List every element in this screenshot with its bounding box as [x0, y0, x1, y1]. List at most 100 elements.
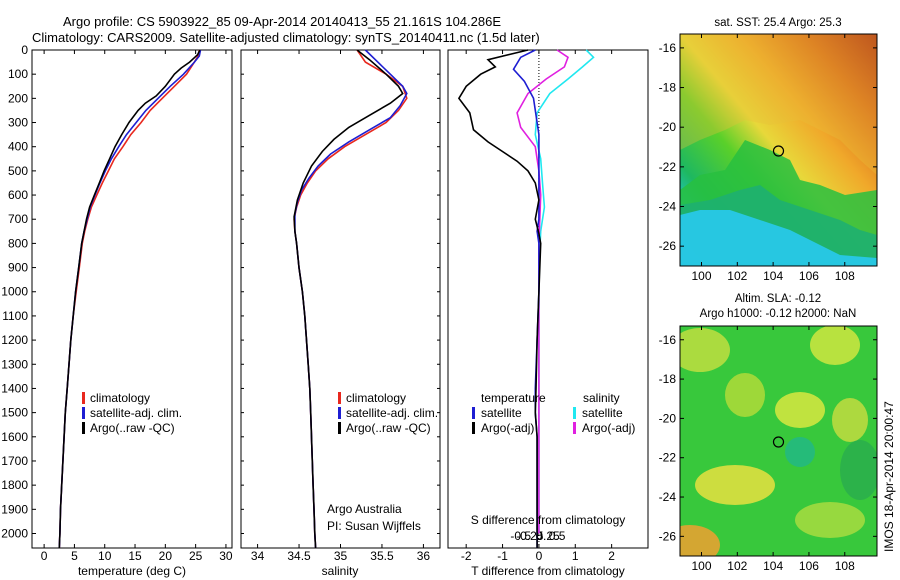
- map-x-tick-label: 104: [763, 269, 783, 283]
- sla-map-ticks: 100 102 104 106 108 -16 -18 -20 -22 -24 -26: [659, 326, 877, 573]
- legend-swatch: [82, 422, 85, 434]
- legend-heading: temperature: [481, 391, 546, 405]
- x-tick-label: 34: [251, 549, 265, 563]
- s-difference-axis-label: S difference from climatology: [471, 513, 626, 527]
- map-x-tick-label: 100: [691, 269, 711, 283]
- difference-lines: [457, 49, 595, 548]
- legend-swatch: [338, 422, 341, 434]
- difference-plot-frame: [447, 49, 649, 549]
- legend-label: Argo(-adj): [481, 421, 534, 435]
- sla-blob: [810, 326, 860, 365]
- legend-swatch: [472, 422, 475, 434]
- salinity-depth-ticks: [241, 49, 440, 534]
- legend-swatch: [573, 407, 576, 419]
- map-x-tick-label: 108: [835, 559, 855, 573]
- map-x-tick-label: 104: [763, 559, 783, 573]
- profile-line: [58, 49, 201, 549]
- legend-swatch: [472, 407, 475, 419]
- salinity-plot-frame: [240, 49, 441, 549]
- t-difference-ticks: -2 -1 0 1 2: [461, 50, 615, 563]
- map-x-tick-label: 106: [799, 269, 819, 283]
- depth-tick-label: 1800: [1, 478, 28, 492]
- map-x-tick-label: 102: [727, 269, 747, 283]
- legend-label: Argo(-adj): [582, 421, 635, 435]
- map-y-tick-label: -26: [659, 529, 677, 543]
- depth-tick-label: 100: [8, 67, 28, 81]
- t-difference-axis-label: T difference from climatology: [471, 564, 625, 578]
- depth-tick-label: 400: [8, 140, 28, 154]
- legend-swatch: [338, 392, 341, 404]
- profile-line: [457, 49, 542, 548]
- argo-location-marker: [772, 436, 785, 448]
- x-tick-label: 0: [536, 549, 543, 563]
- depth-tick-label: 500: [8, 164, 28, 178]
- x-tick-label: -2: [461, 549, 472, 563]
- map-y-tick-label: -22: [659, 160, 677, 174]
- depth-tick-label: 1300: [1, 357, 28, 371]
- pi-label: PI: Susan Wijffels: [327, 519, 421, 533]
- legend-swatch: [82, 392, 85, 404]
- depth-tick-label: 200: [8, 91, 28, 105]
- salinity-panel: 34 34.5 35 35.5 36 climatologysatellite-adj.…: [240, 49, 441, 578]
- x-tick-label: -1: [497, 549, 508, 563]
- sla-blob: [775, 392, 825, 428]
- s-tick-label: -0.5: [510, 529, 531, 543]
- profile-line: [293, 49, 404, 549]
- imos-credit: IMOS 18-Apr-2014 20:00:47: [882, 401, 896, 552]
- legend-label: satellite: [481, 406, 522, 420]
- sst-map-title: sat. SST: 25.4 Argo: 25.3: [714, 17, 841, 29]
- legend-label: Argo(..raw -QC): [346, 421, 431, 435]
- depth-tick-label: 600: [8, 188, 28, 202]
- sst-cool-region: [680, 210, 877, 266]
- sla-blob: [785, 437, 815, 467]
- x-tick-label: 2: [608, 549, 615, 563]
- depth-tick-label: 1400: [1, 381, 28, 395]
- legend-label: satellite-adj. clim.: [90, 406, 182, 420]
- depth-tick-label: 2000: [1, 526, 28, 540]
- map-y-tick-label: -22: [659, 451, 677, 465]
- depth-tick-label: 1000: [1, 285, 28, 299]
- depth-tick-label: 1200: [1, 333, 28, 347]
- depth-tick-label: 1500: [1, 406, 28, 420]
- legend-label: satellite-adj. clim.: [346, 406, 438, 420]
- sst-map-frame: [679, 33, 878, 267]
- sla-blob: [795, 502, 865, 538]
- x-tick-label: 20: [159, 549, 173, 563]
- x-tick-label: 35: [334, 549, 348, 563]
- depth-tick-label: 300: [8, 116, 28, 130]
- difference-legend: temperature salinitysatelliteArgo(-adj)sa…: [472, 391, 635, 435]
- salinity-axis-label: salinity: [322, 564, 359, 578]
- s-tick-label: 0.25: [536, 529, 560, 543]
- legend-label: climatology: [90, 391, 150, 405]
- x-tick-label: 15: [128, 549, 142, 563]
- legend-heading: salinity: [583, 391, 620, 405]
- depth-tick-label: 1900: [1, 502, 28, 516]
- map-x-tick-label: 108: [835, 269, 855, 283]
- s-tick-label: 0.5: [549, 529, 566, 543]
- map-y-tick-label: -24: [659, 490, 677, 504]
- sla-map-title-line2: Argo h1000: -0.12 h2000: NaN: [700, 308, 857, 320]
- legend-swatch: [573, 422, 576, 434]
- map-y-tick-label: -16: [659, 41, 677, 55]
- legend-label: satellite: [582, 406, 623, 420]
- depth-tick-label: 700: [8, 212, 28, 226]
- x-tick-label: 36: [417, 549, 431, 563]
- x-tick-label: 5: [71, 549, 78, 563]
- sla-blob: [680, 328, 730, 372]
- temperature-ticks: 0 5 10 15 20 25 30: [41, 50, 233, 563]
- map-y-tick-label: -24: [659, 200, 677, 214]
- depth-tick-label: 800: [8, 236, 28, 250]
- sla-map-panel: Altim. SLA: -0.12 Argo h1000: -0.12 h200…: [659, 293, 878, 573]
- x-tick-label: 10: [98, 549, 112, 563]
- sla-blob: [695, 465, 775, 505]
- legend-label: Argo(..raw -QC): [90, 421, 175, 435]
- x-tick-label: 0: [41, 549, 48, 563]
- sla-blob: [680, 525, 720, 556]
- map-y-tick-label: -26: [659, 239, 677, 253]
- salinity-ticks: 34 34.5 35 35.5 36: [251, 50, 431, 563]
- depth-tick-label: 1100: [2, 309, 28, 323]
- s-tick-label: 0: [536, 529, 543, 543]
